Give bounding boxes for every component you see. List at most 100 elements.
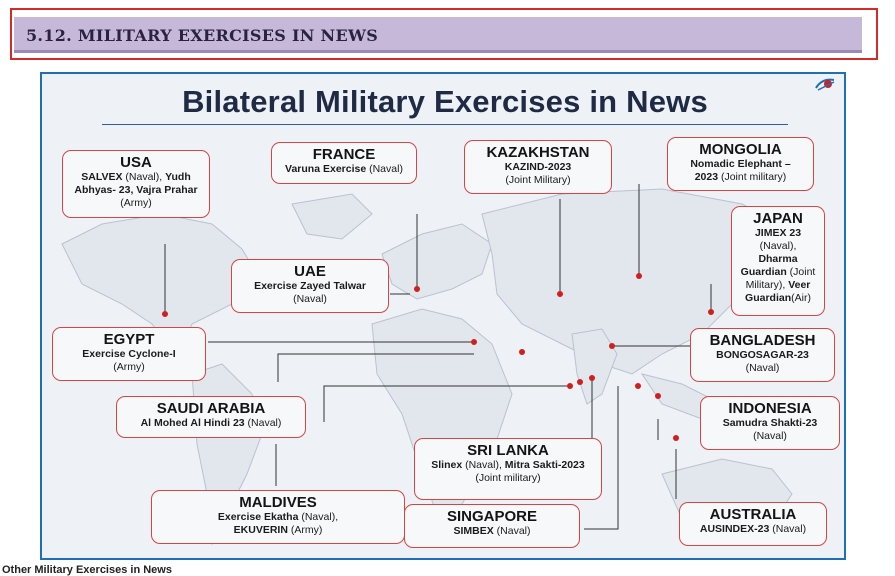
maldives-marker bbox=[577, 379, 583, 385]
bangladesh-country-name: BANGLADESH bbox=[709, 332, 816, 349]
bangladesh-detail-line: BONGOSAGAR-23 bbox=[695, 349, 830, 362]
exercise-text: Al Mohed Al Hindi 23 bbox=[140, 417, 245, 429]
indonesia-card: INDONESIA Samudra Shakti-23 (Naval) bbox=[700, 396, 840, 450]
japan-marker bbox=[708, 309, 714, 315]
japan-detail-line: Military), Veer bbox=[736, 279, 820, 292]
australia-detail-line: AUSINDEX-23 (Naval) bbox=[684, 523, 822, 536]
exercise-text: SALVEX bbox=[81, 171, 123, 183]
france-marker bbox=[414, 286, 420, 292]
exercise-text: EKUVERIN bbox=[233, 524, 288, 536]
section-frame bbox=[10, 8, 878, 60]
exercise-text: Exercise Ekatha bbox=[217, 511, 299, 523]
srilanka-country-name: SRI LANKA bbox=[467, 442, 549, 459]
exercise-text: (Naval), bbox=[298, 511, 339, 523]
france-card: FRANCE Varuna Exercise (Naval) bbox=[271, 142, 417, 184]
exercise-text: (Naval) bbox=[753, 430, 787, 442]
exercise-text: SIMBEX bbox=[453, 525, 494, 537]
uae-marker bbox=[519, 349, 525, 355]
france-country-name: FRANCE bbox=[312, 146, 376, 163]
brand-logo-icon bbox=[814, 76, 836, 97]
japan-detail-line: Guardian (Joint bbox=[736, 266, 820, 279]
egypt-country-name: EGYPT bbox=[103, 331, 155, 348]
japan-detail-line: Guardian(Air) bbox=[736, 292, 820, 305]
japan-detail-line: Dharma bbox=[736, 253, 820, 266]
exercise-text: Exercise Zayed Talwar bbox=[254, 280, 366, 292]
japan-country-name: JAPAN bbox=[753, 210, 803, 227]
exercise-text: (Naval) bbox=[493, 525, 531, 537]
exercise-text: Military), bbox=[745, 279, 789, 291]
kazakhstan-country-name: KAZAKHSTAN bbox=[486, 144, 590, 161]
exercise-text: (Joint Military) bbox=[505, 174, 571, 186]
exercise-text: Mitra Sakti-2023 bbox=[504, 459, 585, 471]
exercise-text: (Naval) bbox=[366, 163, 403, 175]
exercise-text: BONGOSAGAR-23 bbox=[716, 349, 809, 361]
india-shape bbox=[571, 328, 618, 405]
indonesia-country-name: INDONESIA bbox=[728, 400, 812, 417]
asia-shape bbox=[481, 188, 803, 375]
indonesia-detail-line: (Naval) bbox=[705, 430, 835, 443]
exercise-text: Yudh bbox=[165, 171, 191, 183]
singapore-card: SINGAPORE SIMBEX (Naval) bbox=[404, 504, 580, 548]
usa-marker bbox=[162, 311, 168, 317]
japan-detail-line: (Naval), bbox=[736, 240, 820, 253]
maldives-country-name: MALDIVES bbox=[239, 494, 317, 511]
exercise-text: Guardian bbox=[740, 266, 787, 278]
mongolia-card: MONGOLIA Nomadic Elephant –2023 (Joint mi… bbox=[667, 137, 814, 191]
egypt-detail-line: Exercise Cyclone-I bbox=[57, 348, 201, 361]
exercise-text: AUSINDEX-23 bbox=[699, 523, 770, 535]
exercise-text: Nomadic Elephant – bbox=[690, 158, 791, 170]
exercise-text: Exercise Cyclone-I bbox=[82, 348, 176, 360]
mongolia-detail-line: 2023 (Joint military) bbox=[672, 171, 809, 184]
indonesia-detail-line: Samudra Shakti-23 bbox=[705, 417, 835, 430]
europe-shape bbox=[381, 223, 493, 300]
exercise-text: Slinex bbox=[431, 459, 463, 471]
exercise-text: (Army) bbox=[120, 197, 152, 209]
infographic-title: Bilateral Military Exercises in News bbox=[182, 84, 708, 119]
egypt-card: EGYPT Exercise Cyclone-I (Army) bbox=[52, 327, 206, 381]
exercise-text: Abhyas- 23, Vajra Prahar bbox=[74, 184, 198, 196]
exercise-text: (Naval) bbox=[745, 362, 780, 374]
singapore-marker bbox=[635, 383, 641, 389]
uae-detail-line: Exercise Zayed Talwar bbox=[236, 280, 384, 293]
kazakhstan-marker bbox=[557, 291, 563, 297]
exercise-text: (Naval), bbox=[462, 459, 505, 471]
bangladesh-marker bbox=[609, 343, 615, 349]
title-underline bbox=[102, 124, 788, 125]
singapore-detail-line: SIMBEX (Naval) bbox=[409, 525, 575, 538]
japan-card: JAPAN JIMEX 23 (Naval), Dharma Guardian (Joi… bbox=[731, 206, 825, 316]
indonesia-marker bbox=[673, 435, 679, 441]
greenland-shape bbox=[291, 193, 373, 240]
exercise-text: (Air) bbox=[791, 292, 811, 304]
bangladesh-card: BANGLADESH BONGOSAGAR-23 (Naval) bbox=[690, 328, 835, 382]
bangladesh-detail-line: (Naval) bbox=[695, 362, 830, 375]
saudi-detail-line: Al Mohed Al Hindi 23 (Naval) bbox=[121, 417, 301, 430]
saudi-card: SAUDI ARABIA Al Mohed Al Hindi 23 (Naval) bbox=[116, 396, 306, 438]
australia-country-name: AUSTRALIA bbox=[709, 506, 797, 523]
kazakhstan-detail-line: KAZIND-2023 bbox=[469, 161, 607, 174]
section-title: 5.12. MILITARY EXERCISES IN NEWS bbox=[26, 26, 379, 45]
egypt-detail-line: (Army) bbox=[57, 361, 201, 374]
exercise-text: KAZIND-2023 bbox=[504, 161, 572, 173]
mongolia-country-name: MONGOLIA bbox=[699, 141, 782, 158]
usa-detail-line: SALVEX (Naval), Yudh bbox=[67, 171, 205, 184]
exercise-text: 2023 bbox=[694, 171, 719, 183]
saudi-marker bbox=[567, 383, 573, 389]
uae-detail-line: (Naval) bbox=[236, 293, 384, 306]
australia-marker bbox=[655, 393, 661, 399]
usa-card: USA SALVEX (Naval), Yudh Abhyas- 23, Vajra… bbox=[62, 150, 210, 218]
maldives-card: MALDIVES Exercise Ekatha (Naval), EKUVERIN… bbox=[151, 490, 405, 544]
kazakhstan-detail-line: (Joint Military) bbox=[469, 174, 607, 187]
exercise-text: (Joint bbox=[786, 266, 816, 278]
saudi-country-name: SAUDI ARABIA bbox=[156, 400, 266, 417]
maldives-detail-line: Exercise Ekatha (Naval), bbox=[156, 511, 400, 524]
exercise-text: JIMEX 23 bbox=[754, 227, 802, 239]
mongolia-marker bbox=[636, 273, 642, 279]
exercise-text: (Naval) bbox=[293, 293, 327, 305]
srilanka-detail-line: (Joint military) bbox=[419, 472, 597, 485]
srilanka-card: SRI LANKA Slinex (Naval), Mitra Sakti-202… bbox=[414, 438, 602, 500]
exercise-text: (Army) bbox=[287, 524, 323, 536]
infographic: Bilateral Military Exercises in News USA… bbox=[40, 72, 846, 560]
exercise-text: Samudra Shakti-23 bbox=[722, 417, 818, 429]
exercise-text: (Naval), bbox=[759, 240, 797, 252]
location-markers bbox=[162, 273, 714, 441]
